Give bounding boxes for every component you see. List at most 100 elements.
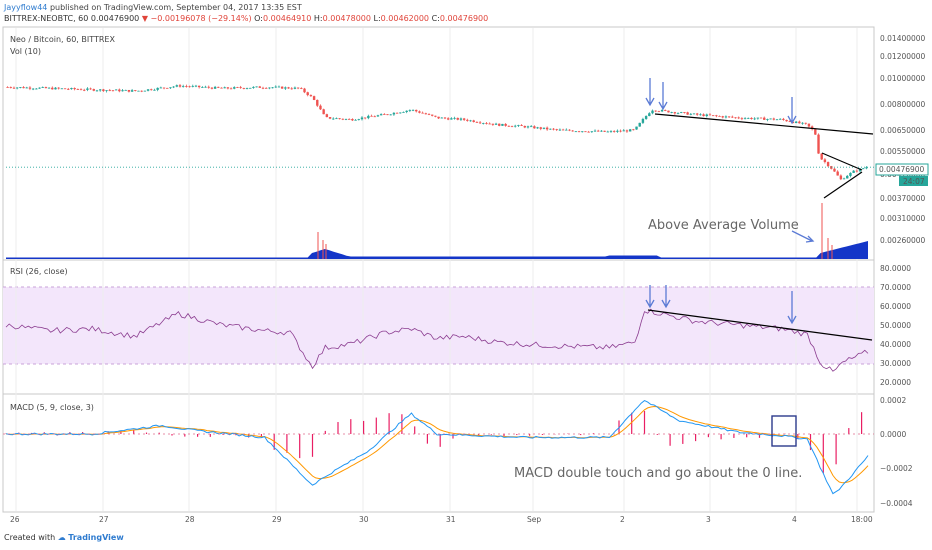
candle-body xyxy=(466,119,469,121)
candle-body xyxy=(638,122,641,127)
candle-body xyxy=(15,87,19,89)
candle-body xyxy=(673,112,677,114)
arrow-down-icon xyxy=(658,82,668,111)
candle-body xyxy=(124,89,127,91)
candle-body xyxy=(427,114,431,116)
candle-body xyxy=(855,170,859,172)
candle-body xyxy=(332,118,335,120)
price-tick-label: 0.00370000 xyxy=(880,194,926,203)
candle-body xyxy=(676,112,680,114)
candle-body xyxy=(265,87,268,89)
candle-body xyxy=(584,131,587,133)
candle-body xyxy=(833,168,836,172)
price-tick-label: 0.00550000 xyxy=(880,147,926,156)
candle-body xyxy=(89,88,92,90)
candle-body xyxy=(759,117,763,119)
candle-body xyxy=(478,122,482,124)
candle-body xyxy=(571,130,574,132)
candle-body xyxy=(437,116,440,119)
candle-body xyxy=(383,114,386,115)
time-axis-label: 29 xyxy=(272,515,282,524)
price-tick-label: 0.00650000 xyxy=(880,126,926,135)
ohlc-close-label: C: xyxy=(431,14,440,23)
candle-body xyxy=(491,123,495,125)
time-axis-label: 18:00 xyxy=(851,515,873,524)
candle-body xyxy=(501,123,504,126)
candle-body xyxy=(683,112,686,113)
candle-body xyxy=(836,171,839,176)
candle-body xyxy=(178,85,182,87)
candle-body xyxy=(415,109,418,112)
arrow-down-icon xyxy=(787,291,797,325)
macd-tick-label: −0.0004 xyxy=(880,499,913,508)
candle-body xyxy=(772,118,776,120)
rsi-tick-label: 30.0000 xyxy=(880,359,911,368)
candle-body xyxy=(526,126,530,128)
candle-body xyxy=(146,89,150,91)
candle-body xyxy=(130,90,134,92)
candle-body xyxy=(268,87,271,89)
time-axis-label: 2 xyxy=(620,515,625,524)
candle-body xyxy=(418,111,421,113)
macd-highlight-box xyxy=(771,415,797,447)
candle-body xyxy=(747,117,750,119)
candle-body xyxy=(153,89,156,91)
time-axis-label: 3 xyxy=(706,515,711,524)
bar-countdown-tag xyxy=(899,176,928,186)
ohlc-low-value: 0.00462000 xyxy=(380,14,430,23)
candle-body xyxy=(657,111,661,113)
candle-body xyxy=(284,87,287,89)
price-candles xyxy=(6,83,874,181)
candle-body xyxy=(862,168,865,170)
candle-body xyxy=(274,86,277,88)
tradingview-brand[interactable]: TradingView xyxy=(68,533,124,542)
rsi-series xyxy=(5,308,869,372)
ohlc-low-label: L: xyxy=(373,14,381,23)
candle-body xyxy=(185,86,188,87)
bar-countdown-label: 24:07 xyxy=(903,177,925,186)
candle-body xyxy=(194,85,198,87)
candle-body xyxy=(114,89,118,91)
candle-body xyxy=(865,167,868,169)
candle-body xyxy=(280,86,284,89)
candle-body xyxy=(271,87,274,89)
candle-body xyxy=(823,159,827,163)
candle-body xyxy=(852,170,855,173)
macd-line xyxy=(5,400,869,495)
ohlc-open-value: 0.00464910 xyxy=(262,14,312,23)
candle-body xyxy=(296,87,300,89)
candle-body xyxy=(197,85,201,88)
price-change: ▼ −0.00196078 (−29.14%) xyxy=(141,14,252,23)
candle-body xyxy=(597,130,600,132)
candle-body xyxy=(229,88,233,90)
time-axis-label: 26 xyxy=(10,515,20,524)
candle-body xyxy=(293,87,297,89)
macd-tick-label: 0.0002 xyxy=(880,396,906,405)
candle-body xyxy=(533,126,536,129)
candle-body xyxy=(731,116,734,118)
candle-body xyxy=(539,127,542,129)
candle-body xyxy=(810,126,814,130)
time-axis-label: Sep xyxy=(527,515,541,524)
candle-body xyxy=(555,129,558,131)
candle-body xyxy=(261,87,265,89)
rsi-tick-label: 50.0000 xyxy=(880,321,911,330)
candle-body xyxy=(25,87,28,89)
candle-body xyxy=(807,123,811,127)
candle-body xyxy=(73,88,76,90)
rsi-trendline xyxy=(647,309,873,341)
candle-body xyxy=(814,129,817,135)
macd-pane-title: MACD (5, 9, close, 3) xyxy=(10,403,94,412)
candle-body xyxy=(699,114,702,116)
candle-body xyxy=(188,86,191,88)
candle-body xyxy=(692,113,696,115)
candle-body xyxy=(635,126,638,130)
candle-body xyxy=(523,125,526,128)
author-link[interactable]: Jayyflow44 xyxy=(4,3,48,12)
created-with-text: Created with xyxy=(4,533,56,542)
candle-body xyxy=(708,114,712,116)
candle-body xyxy=(450,118,453,120)
candle-body xyxy=(159,87,163,89)
candle-body xyxy=(651,110,654,114)
